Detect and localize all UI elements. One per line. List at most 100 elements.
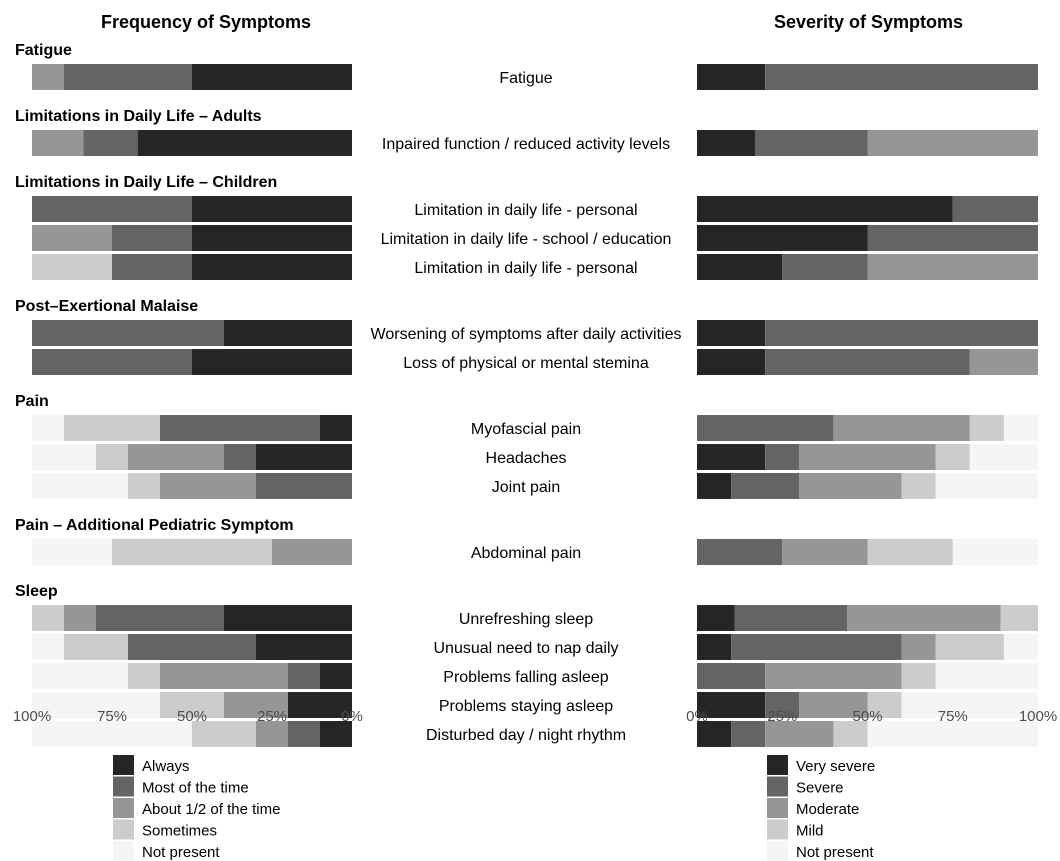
frequency-bar-segment (128, 634, 256, 660)
severity-bar-segment (754, 130, 868, 156)
group-label: Pain – Additional Pediatric Symptom (15, 517, 294, 534)
severity-bar-segment (969, 415, 1004, 441)
frequency-legend-swatch (113, 798, 134, 818)
severity-bar-segment (867, 225, 1038, 251)
severity-legend-swatch (767, 776, 788, 797)
severity-bar-segment (901, 692, 1038, 718)
frequency-legend-swatch (113, 819, 134, 840)
frequency-bar-segment (192, 64, 352, 90)
symptom-label: Myofascial pain (471, 421, 581, 438)
symptom-label: Abdominal pain (471, 545, 581, 562)
severity-bar-segment (935, 663, 1038, 689)
frequency-bar-segment (32, 196, 192, 222)
symptom-label: Headaches (486, 450, 567, 467)
severity-bar-segment (697, 415, 834, 441)
symptom-label: Limitation in daily life - school / educ… (381, 231, 672, 248)
frequency-bar-segment (128, 473, 160, 499)
severity-bar-segment (697, 130, 755, 156)
frequency-bar-segment (96, 605, 224, 631)
frequency-bar-segment (192, 196, 352, 222)
symptom-label: Unrefreshing sleep (459, 611, 593, 628)
frequency-bar-segment (112, 225, 192, 251)
severity-bar-segment (734, 605, 848, 631)
frequency-bar-segment (160, 663, 288, 689)
symptom-label: Joint pain (492, 479, 561, 496)
frequency-bar-segment (288, 663, 320, 689)
group-label: Fatigue (15, 42, 72, 59)
severity-bar-segment (697, 634, 732, 660)
severity-bar-segment (765, 349, 970, 375)
severity-bar-segment (799, 473, 902, 499)
frequency-bar-segment (272, 539, 352, 565)
frequency-bar-segment (128, 663, 160, 689)
frequency-bar-segment (112, 539, 272, 565)
frequency-panel-title: Frequency of Symptoms (101, 12, 311, 32)
severity-bar-segment (765, 692, 800, 718)
frequency-bar-segment (64, 64, 192, 90)
severity-bar-segment (833, 415, 970, 441)
severity-bar-segment (867, 539, 953, 565)
frequency-bar-segment (96, 444, 128, 470)
severity-bar-segment (697, 473, 732, 499)
severity-tick-label: 100% (1019, 708, 1057, 725)
severity-legend-swatch (767, 755, 788, 775)
frequency-bar-segment (224, 692, 288, 718)
severity-legend-label: Mild (796, 823, 824, 840)
severity-bar-segment (697, 225, 868, 251)
severity-bar-segment (697, 663, 766, 689)
severity-bar-segment (697, 721, 732, 747)
severity-bar-segment (697, 444, 766, 470)
severity-bar-segment (765, 663, 902, 689)
severity-bar-segment (697, 64, 766, 90)
severity-bar-segment (697, 320, 766, 346)
frequency-legend-swatch (113, 776, 134, 797)
severity-tick-label: 50% (852, 708, 882, 725)
frequency-bar-segment (192, 349, 352, 375)
severity-bar-segment (969, 444, 1038, 470)
severity-bar-segment (697, 196, 953, 222)
frequency-bar-segment (160, 415, 320, 441)
group-label: Sleep (15, 583, 58, 600)
frequency-bar-segment (192, 254, 352, 280)
frequency-bar-segment (320, 663, 352, 689)
symptom-label: Worsening of symptoms after daily activi… (371, 326, 682, 343)
frequency-legend-label: Always (142, 758, 190, 775)
frequency-bar-segment (256, 721, 288, 747)
severity-bar-segment (697, 349, 766, 375)
severity-panel-title: Severity of Symptoms (774, 12, 963, 32)
frequency-tick-label: 75% (97, 708, 127, 725)
frequency-legend-label: Most of the time (142, 780, 249, 797)
severity-bar-segment (935, 473, 1038, 499)
severity-bar-segment (765, 320, 1038, 346)
frequency-bar-segment (137, 130, 352, 156)
frequency-tick-label: 100% (13, 708, 51, 725)
severity-bar-segment (765, 64, 1038, 90)
frequency-bar-segment (32, 225, 112, 251)
frequency-bar-segment (32, 64, 64, 90)
group-label: Post–Exertional Malaise (15, 298, 198, 315)
severity-tick-label: 75% (938, 708, 968, 725)
frequency-bar-segment (256, 444, 352, 470)
severity-bar-segment (731, 721, 766, 747)
severity-bar-segment (697, 605, 735, 631)
severity-bar-segment (1003, 634, 1038, 660)
frequency-bar-segment (224, 605, 352, 631)
severity-bar-segment (901, 473, 936, 499)
frequency-bar-segment (160, 692, 224, 718)
frequency-bar-segment (32, 349, 192, 375)
severity-bar-segment (765, 444, 800, 470)
frequency-bar-segment (32, 721, 192, 747)
severity-bar-segment (867, 721, 1038, 747)
severity-legend-label: Very severe (796, 758, 875, 775)
severity-bar-segment (697, 539, 783, 565)
severity-tick-label: 0% (686, 708, 708, 725)
severity-bar-segment (782, 539, 868, 565)
group-label: Limitations in Daily Life – Adults (15, 108, 262, 125)
frequency-bar-segment (288, 692, 352, 718)
symptom-label: Loss of physical or mental stemina (403, 355, 649, 372)
severity-bar-segment (867, 130, 1038, 156)
severity-bar-segment (867, 692, 902, 718)
frequency-bar-segment (160, 473, 256, 499)
frequency-legend-label: About 1/2 of the time (142, 801, 280, 818)
